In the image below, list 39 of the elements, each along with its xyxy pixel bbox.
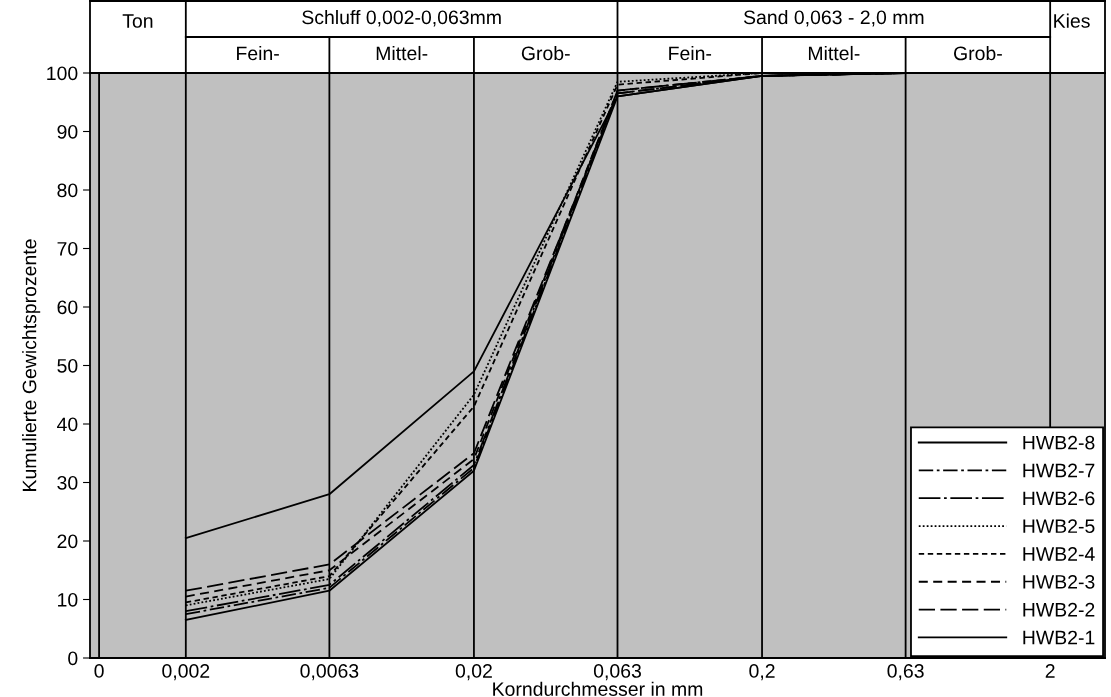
y-tick-label: 30: [57, 475, 78, 490]
x-tick-label: 0,02: [455, 664, 492, 681]
legend-label: HWB2-5: [1023, 519, 1095, 534]
x-tick-label: 0,2: [749, 664, 775, 681]
text: Sand 0,063 - 2,0 mm: [743, 9, 924, 27]
legend-label: HWB2-8: [1023, 435, 1095, 450]
y-tick-label: 40: [57, 417, 78, 432]
text: Ton: [122, 14, 153, 28]
text: Mittel-: [376, 45, 428, 61]
legend-label: HWB2-2: [1023, 602, 1095, 617]
x-tick-label: 0: [94, 664, 104, 678]
y-axis-title: Kumulierte Gewichtsprozente: [22, 239, 41, 491]
text: Kies: [1054, 13, 1090, 28]
x-tick-label: 0,063: [593, 664, 641, 681]
x-tick-label: 0,0063: [300, 664, 359, 681]
x-axis-title: Korndurchmesser in mm: [493, 681, 703, 696]
text: Grob-: [954, 45, 1002, 61]
x-tick-label: 2: [1045, 664, 1055, 678]
x-tick-label: 0,002: [162, 664, 210, 681]
legend-label: HWB2-1: [1023, 630, 1095, 645]
x-tick-label: 0,63: [887, 664, 924, 681]
y-tick-label: 20: [57, 534, 78, 549]
legend-label: HWB2-7: [1023, 463, 1095, 478]
y-tick-label: 80: [57, 183, 78, 198]
y-tick-label: 0: [68, 651, 78, 666]
text: Grob-: [521, 45, 570, 61]
text: Fein-: [669, 45, 712, 61]
y-tick-label: 70: [57, 241, 78, 256]
legend-label: HWB2-6: [1023, 491, 1095, 506]
y-tick-label: 50: [57, 358, 78, 373]
y-tick-label: 90: [57, 124, 78, 139]
legend-label: HWB2-4: [1023, 547, 1095, 561]
text: Fein-: [237, 45, 279, 61]
y-tick-label: 60: [57, 300, 78, 315]
text: Schluff 0,002-0,063mm: [302, 9, 501, 27]
y-tick-label: 10: [58, 592, 78, 607]
y-tick-label: 100: [47, 66, 78, 81]
legend-label: HWB2-3: [1023, 574, 1095, 589]
text: Mittel-: [808, 45, 860, 61]
